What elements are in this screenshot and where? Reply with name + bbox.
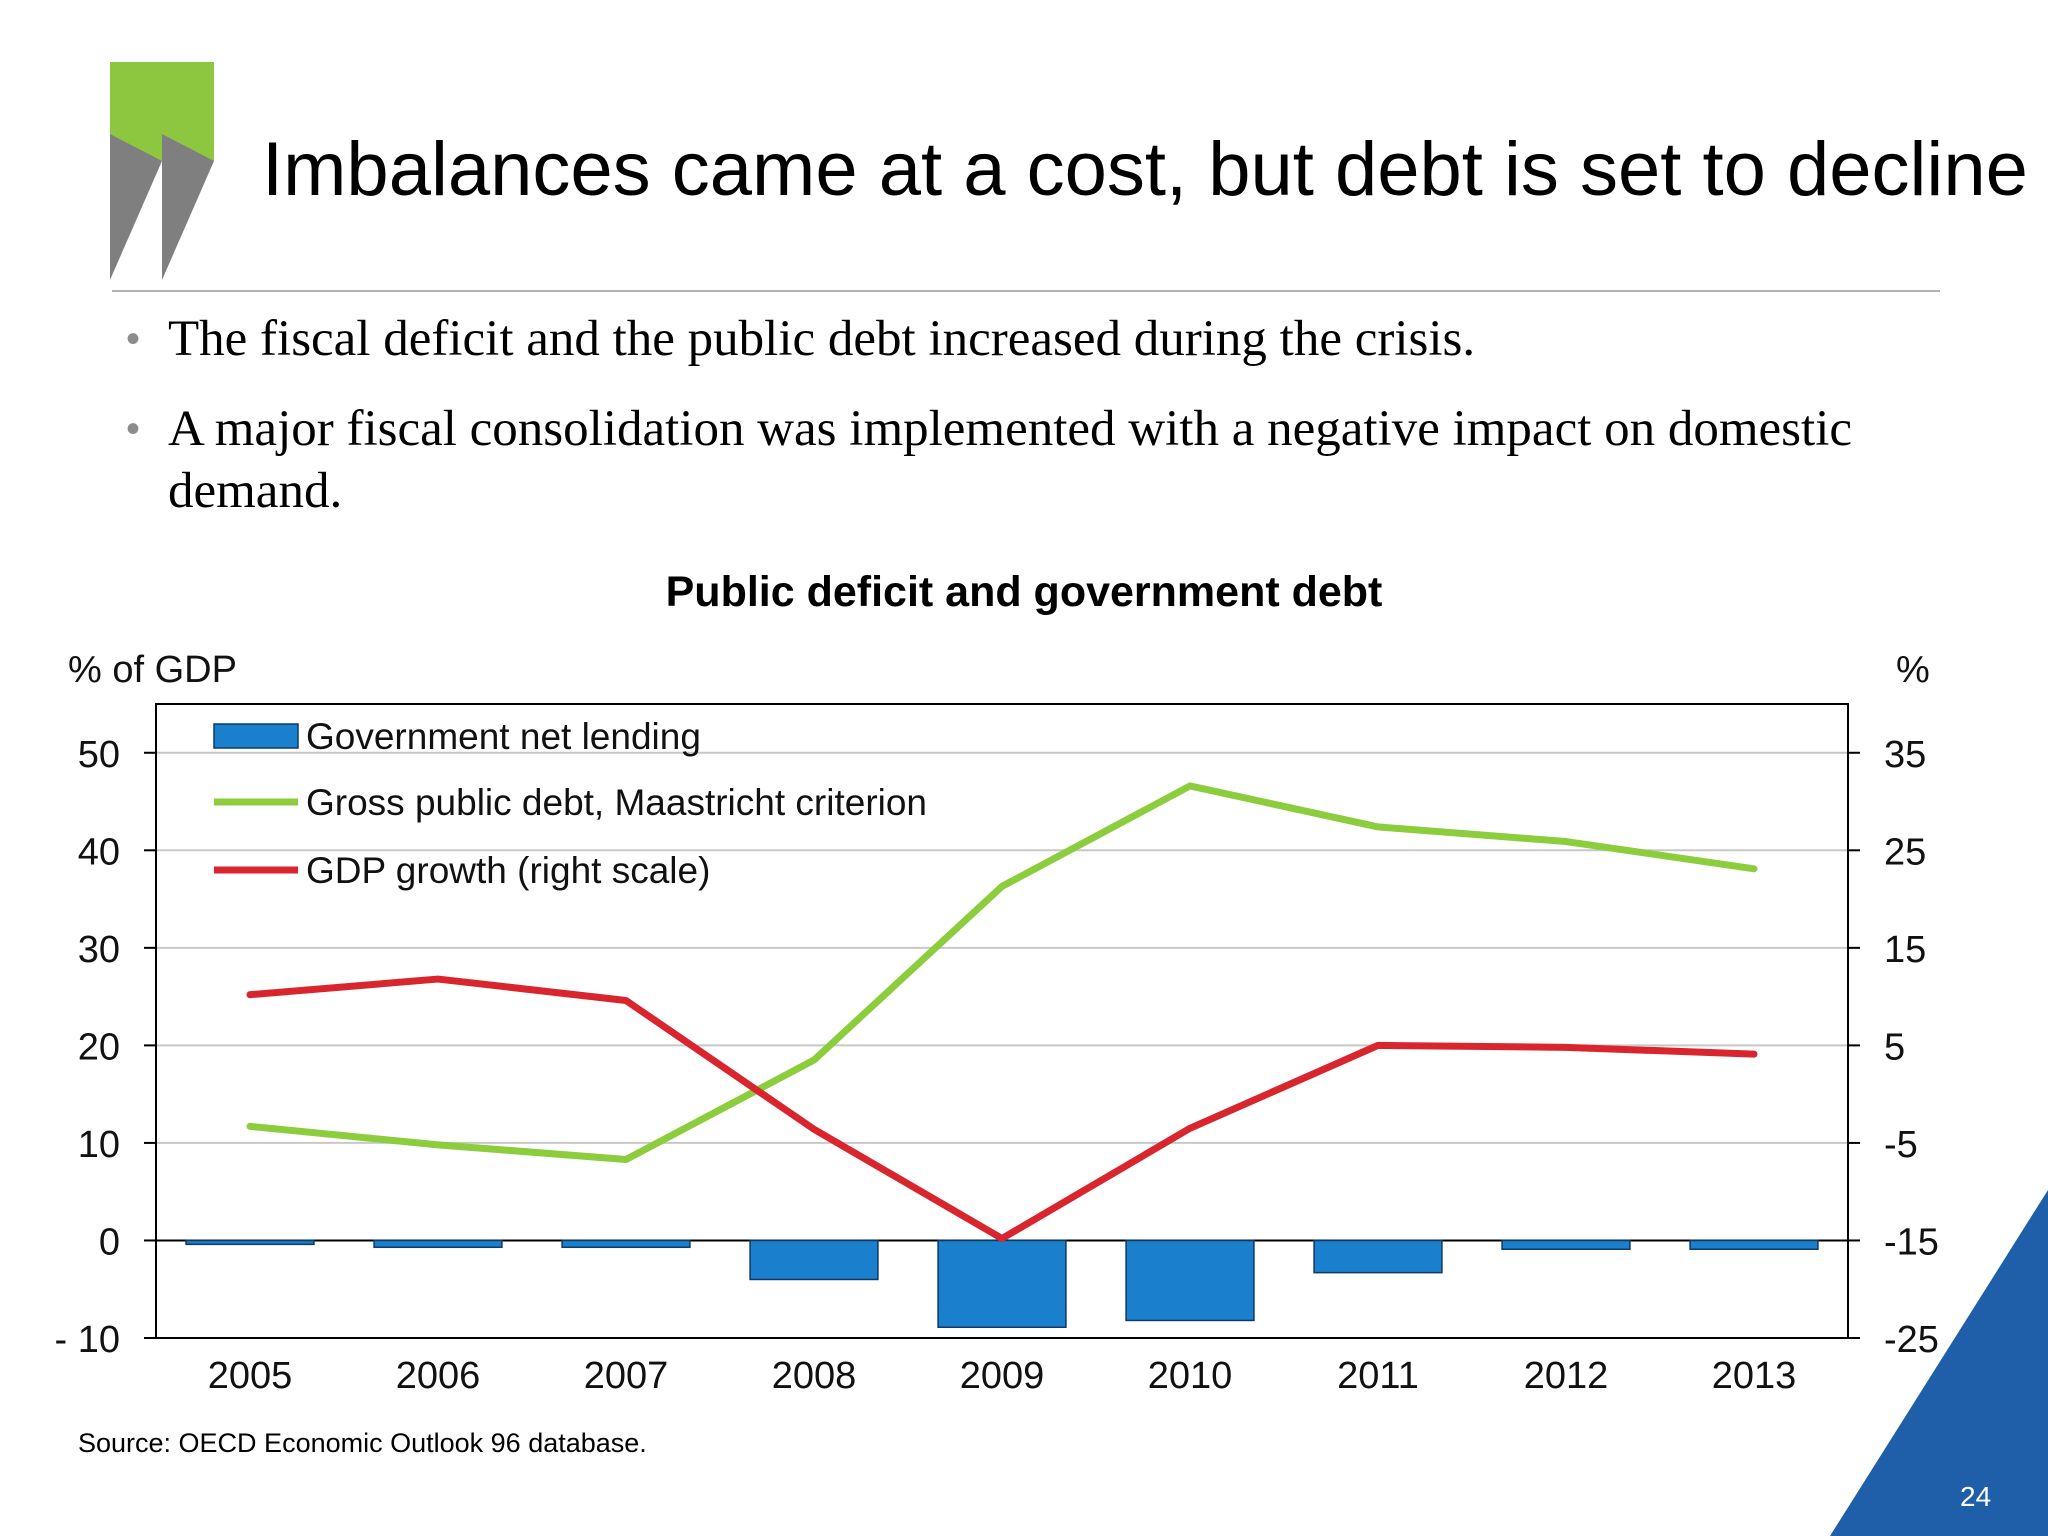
x-tick-label: 2006 — [396, 1355, 481, 1397]
bullet-dot-icon: • — [126, 317, 141, 361]
left-tick-label: 30 — [78, 929, 120, 971]
right-axis-label: % — [1896, 649, 1930, 691]
legend-label: Gross public debt, Maastricht criterion — [306, 782, 927, 823]
x-tick-label: 2011 — [1337, 1355, 1419, 1397]
x-tick-label: 2007 — [584, 1355, 669, 1397]
right-tick-label: -5 — [1884, 1124, 1918, 1166]
bullet-dot-icon: • — [126, 407, 141, 451]
bar — [1313, 1239, 1443, 1274]
x-tick-label: 2012 — [1524, 1355, 1609, 1397]
bar — [185, 1239, 315, 1246]
x-tick-label: 2005 — [208, 1355, 293, 1397]
title-divider — [112, 290, 1940, 292]
bar — [1689, 1239, 1819, 1250]
bar — [1125, 1239, 1255, 1322]
bar — [1501, 1239, 1631, 1250]
x-tick-label: 2008 — [772, 1355, 857, 1397]
slide-title: Imbalances came at a cost, but debt is s… — [262, 127, 2028, 212]
gdp-growth-line — [246, 975, 1758, 1243]
x-tick-label: 2010 — [1148, 1355, 1233, 1397]
chevrons-logo-icon — [110, 62, 214, 280]
legend-swatch — [213, 723, 299, 749]
right-tick-label: -25 — [1884, 1319, 1939, 1361]
corner-decoration — [1830, 1190, 2048, 1536]
bar — [749, 1239, 879, 1281]
bullet-list: • The fiscal deficit and the public debt… — [126, 308, 1946, 550]
x-tick-label: 2009 — [960, 1355, 1045, 1397]
legend-label: GDP growth (right scale) — [306, 850, 710, 891]
left-tick-label: 20 — [78, 1026, 120, 1068]
plot-frame — [155, 703, 1849, 1339]
bullet-text: A major fiscal consolidation was impleme… — [168, 401, 1852, 519]
bullet-text: The fiscal deficit and the public debt i… — [168, 311, 1476, 367]
left-tick-label: 50 — [78, 734, 120, 776]
bar — [373, 1239, 503, 1249]
right-tick-label: 35 — [1884, 734, 1926, 776]
legend-label: Government net lending — [306, 716, 701, 757]
left-tick-label: 40 — [78, 831, 120, 873]
gross-debt-line — [246, 782, 1758, 1164]
bullet-item: • A major fiscal consolidation was imple… — [126, 398, 1946, 522]
x-tick-label: 2013 — [1712, 1355, 1797, 1397]
left-axis-label: % of GDP — [68, 649, 237, 691]
right-tick-label: 15 — [1884, 929, 1926, 971]
chart: 50 35 40 25 30 15 20 5 10 -5 0 -15 - 10 -25 % of GDP % 2… — [55, 649, 1939, 1397]
bar — [561, 1239, 691, 1249]
left-tick-label: 10 — [78, 1124, 120, 1166]
right-tick-label: 5 — [1884, 1026, 1905, 1068]
page-number: 24 — [1960, 1481, 1992, 1512]
bar — [937, 1239, 1067, 1329]
source-note: Source: OECD Economic Outlook 96 databas… — [78, 1428, 647, 1458]
bullet-item: • The fiscal deficit and the public debt… — [126, 308, 1946, 370]
right-tick-label: 25 — [1884, 831, 1926, 873]
chart-title: Public deficit and government debt — [665, 568, 1383, 616]
left-tick-label: - 10 — [55, 1319, 120, 1361]
left-tick-label: 0 — [99, 1221, 120, 1263]
right-tick-label: -15 — [1884, 1221, 1939, 1263]
